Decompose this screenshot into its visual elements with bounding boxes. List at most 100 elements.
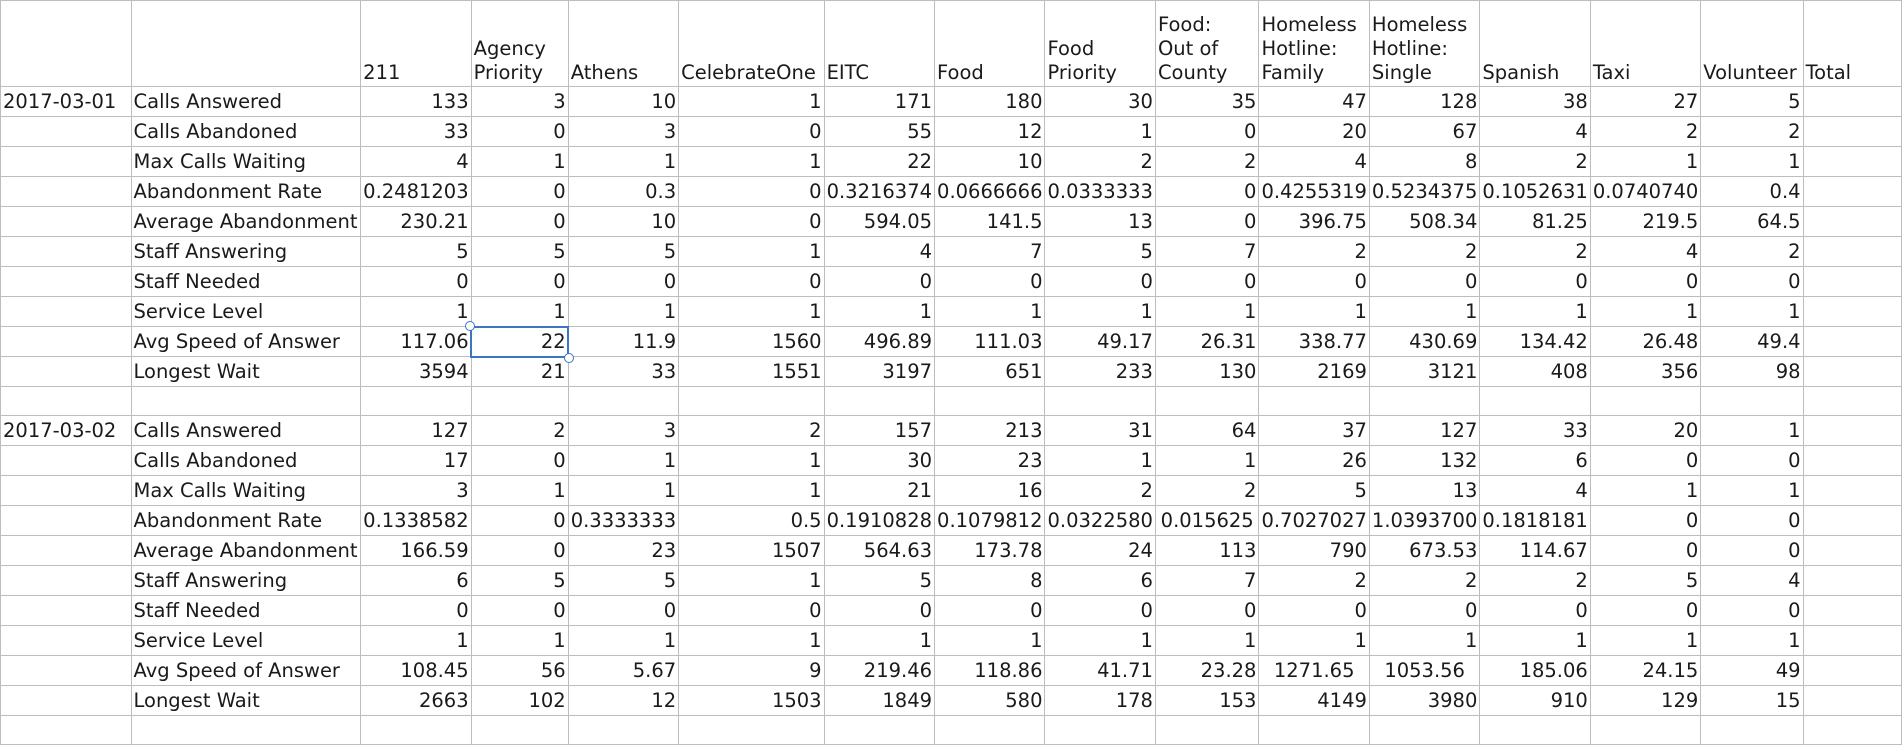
data-cell[interactable]: 2 <box>1368 565 1481 596</box>
data-cell[interactable]: 1 <box>1154 625 1260 656</box>
data-cell[interactable]: 408 <box>1479 356 1591 387</box>
total-cell[interactable] <box>1802 86 1902 117</box>
data-cell[interactable]: 11.9 <box>567 326 680 357</box>
data-cell[interactable]: 47 <box>1258 86 1370 117</box>
data-cell[interactable]: 0.3 <box>567 176 680 207</box>
data-cell[interactable]: 3197 <box>823 356 936 387</box>
data-cell[interactable]: 0 <box>823 266 936 297</box>
empty-cell[interactable] <box>823 386 936 416</box>
data-cell[interactable]: 12 <box>934 116 1046 147</box>
data-cell[interactable]: 6 <box>1479 445 1591 476</box>
data-cell[interactable]: 594.05 <box>823 206 936 237</box>
data-cell[interactable]: 0 <box>470 535 569 566</box>
data-cell[interactable]: 16 <box>934 475 1046 506</box>
data-cell[interactable]: 13 <box>1044 206 1156 237</box>
data-cell[interactable]: 1 <box>1368 296 1481 327</box>
data-cell[interactable]: 0 <box>567 266 680 297</box>
data-cell[interactable]: 24 <box>1044 535 1156 566</box>
data-cell[interactable]: 1 <box>1154 445 1260 476</box>
data-cell[interactable]: 233 <box>1044 356 1156 387</box>
data-cell[interactable]: 111.03 <box>934 326 1046 357</box>
empty-cell[interactable] <box>1802 386 1902 416</box>
data-cell[interactable]: 5 <box>567 236 680 267</box>
empty-cell[interactable] <box>0 535 132 566</box>
total-cell[interactable] <box>1802 445 1902 476</box>
data-cell[interactable]: 910 <box>1479 685 1591 716</box>
data-cell[interactable]: 1 <box>567 475 680 506</box>
empty-cell[interactable] <box>130 386 362 416</box>
data-cell[interactable]: 1 <box>1479 625 1591 656</box>
data-cell[interactable]: 1 <box>823 625 936 656</box>
data-cell[interactable]: 2169 <box>1258 356 1370 387</box>
data-cell[interactable]: 1 <box>678 296 825 327</box>
data-cell[interactable]: 496.89 <box>823 326 936 357</box>
total-cell[interactable] <box>1802 236 1902 267</box>
data-cell[interactable]: 10 <box>567 86 680 117</box>
empty-cell[interactable] <box>934 386 1046 416</box>
data-cell[interactable]: 1 <box>823 296 936 327</box>
empty-cell[interactable] <box>1044 386 1156 416</box>
data-cell[interactable]: 0 <box>1368 595 1481 626</box>
total-cell[interactable] <box>1802 595 1902 626</box>
data-cell[interactable]: 0 <box>1700 266 1804 297</box>
data-cell[interactable]: 129 <box>1589 685 1702 716</box>
data-cell[interactable]: 1849 <box>823 685 936 716</box>
data-cell[interactable]: 22 <box>823 146 936 177</box>
data-cell[interactable]: 113 <box>1154 535 1260 566</box>
data-cell[interactable]: 1 <box>470 475 569 506</box>
empty-cell[interactable] <box>360 715 472 745</box>
data-cell[interactable]: 2 <box>1154 475 1260 506</box>
data-cell[interactable]: 67 <box>1368 116 1481 147</box>
data-cell[interactable]: 1 <box>1044 296 1156 327</box>
data-cell[interactable]: 1 <box>1589 475 1702 506</box>
data-cell[interactable]: 171 <box>823 86 936 117</box>
data-cell[interactable]: 153 <box>1154 685 1260 716</box>
data-cell[interactable]: 55 <box>823 116 936 147</box>
total-cell[interactable] <box>1802 146 1902 177</box>
empty-cell[interactable] <box>1700 715 1804 745</box>
data-cell[interactable]: 1 <box>678 625 825 656</box>
data-cell[interactable]: 1 <box>1258 625 1370 656</box>
total-cell[interactable] <box>1802 266 1902 297</box>
data-cell[interactable]: 23 <box>934 445 1046 476</box>
data-cell[interactable]: 5 <box>1700 86 1804 117</box>
data-cell[interactable]: 0 <box>934 595 1046 626</box>
data-cell[interactable]: 0.0322580 <box>1044 505 1156 536</box>
data-cell[interactable]: 1 <box>1479 296 1591 327</box>
data-cell[interactable]: 17 <box>360 445 472 476</box>
data-cell[interactable]: 56 <box>470 655 569 686</box>
data-cell[interactable]: 0 <box>678 206 825 237</box>
data-cell[interactable]: 0 <box>1479 595 1591 626</box>
data-cell[interactable]: 0.3216374 <box>823 176 936 207</box>
metric-label-cell[interactable]: Staff Answering <box>130 236 362 267</box>
data-cell[interactable]: 180 <box>934 86 1046 117</box>
date-cell[interactable]: 2017-03-01 <box>0 86 132 117</box>
data-cell[interactable]: 26.48 <box>1589 326 1702 357</box>
empty-cell[interactable] <box>130 715 362 745</box>
metric-label-cell[interactable]: Average Abandonment <box>130 535 362 566</box>
data-cell[interactable]: 651 <box>934 356 1046 387</box>
data-cell[interactable]: 5 <box>1589 565 1702 596</box>
metric-label-cell[interactable]: Longest Wait <box>130 356 362 387</box>
data-cell[interactable]: 1 <box>567 296 680 327</box>
data-cell[interactable]: 0 <box>1368 266 1481 297</box>
data-cell[interactable]: 33 <box>360 116 472 147</box>
data-cell[interactable]: 4 <box>1700 565 1804 596</box>
data-cell[interactable]: 5 <box>567 565 680 596</box>
data-cell[interactable]: 0 <box>470 505 569 536</box>
data-cell[interactable]: 2 <box>1044 475 1156 506</box>
data-cell[interactable]: 21 <box>470 356 569 387</box>
data-cell[interactable]: 118.86 <box>934 655 1046 686</box>
data-cell[interactable]: 13 <box>1368 475 1481 506</box>
data-cell[interactable]: 564.63 <box>823 535 936 566</box>
data-cell[interactable]: 0 <box>470 116 569 147</box>
data-cell[interactable]: 31 <box>1044 415 1156 446</box>
empty-cell[interactable] <box>1154 386 1260 416</box>
empty-cell[interactable] <box>0 236 132 267</box>
data-cell[interactable]: 0 <box>1700 445 1804 476</box>
metric-label-cell[interactable]: Calls Answered <box>130 86 362 117</box>
data-cell[interactable]: 0.1338582 <box>360 505 472 536</box>
data-cell[interactable]: 49.4 <box>1700 326 1804 357</box>
column-header-cell[interactable]: Total <box>1802 0 1902 87</box>
data-cell[interactable]: 166.59 <box>360 535 472 566</box>
